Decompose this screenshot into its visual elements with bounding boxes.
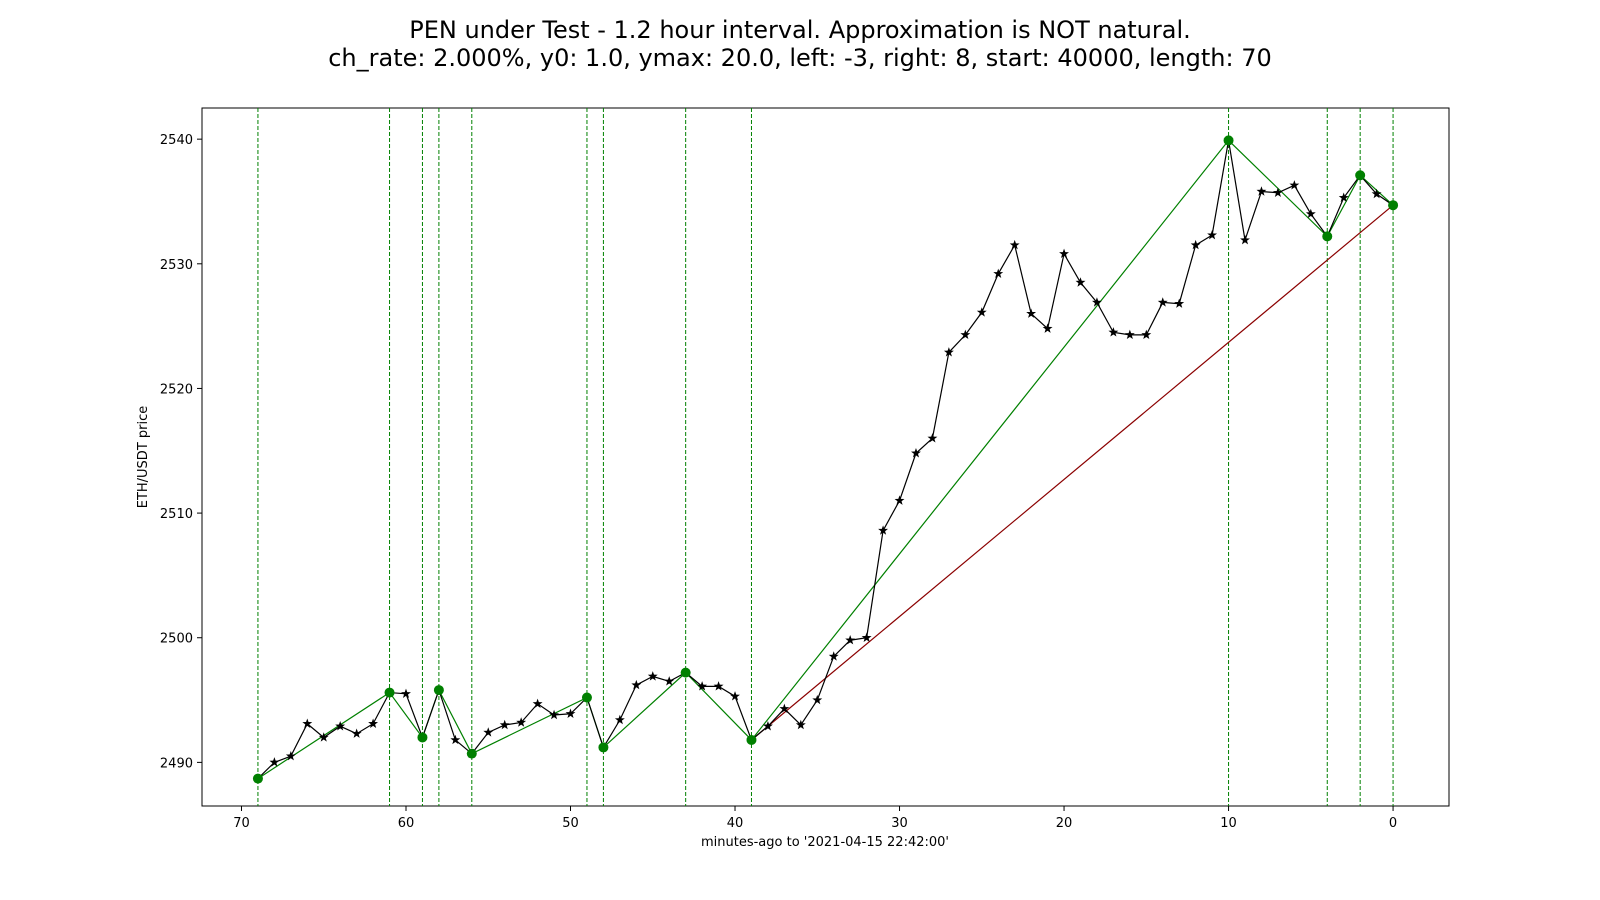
price-point xyxy=(1124,329,1135,340)
price-point xyxy=(1289,180,1300,190)
approximation-point xyxy=(598,742,609,753)
approximation-point xyxy=(384,687,395,698)
breakpoint-lines xyxy=(257,108,1394,806)
y-tick-label: 2510 xyxy=(160,507,193,522)
price-point xyxy=(1009,239,1020,250)
approximation-point xyxy=(581,692,592,703)
price-point xyxy=(1338,192,1349,202)
price-point xyxy=(483,727,494,737)
y-axis-label: ETH/USDT price xyxy=(136,406,151,509)
price-point xyxy=(993,268,1004,278)
approximation-point xyxy=(680,667,691,678)
plot-area xyxy=(201,107,1450,807)
price-point xyxy=(697,681,708,691)
price-point xyxy=(1108,327,1119,337)
price-point xyxy=(943,347,954,357)
approximation-point xyxy=(1223,135,1234,146)
price-point xyxy=(878,525,889,535)
price-point xyxy=(960,329,971,340)
price-point xyxy=(812,694,823,705)
price-point xyxy=(713,681,724,691)
approximation-point xyxy=(1355,170,1366,181)
price-point xyxy=(1141,329,1152,340)
price-point xyxy=(285,750,296,761)
y-axis: 2490 2500 2510 2520 2530 2540 xyxy=(160,133,202,771)
price-point xyxy=(1190,239,1201,250)
price-point xyxy=(401,688,411,699)
price-point xyxy=(1157,297,1168,307)
price-point xyxy=(1042,323,1053,333)
y-tick-label: 2490 xyxy=(160,756,193,771)
x-axis: 70 60 50 40 30 20 10 0 xyxy=(233,806,1397,831)
price-line xyxy=(257,140,1394,780)
price-point xyxy=(1059,248,1069,259)
x-tick-label: 60 xyxy=(398,816,415,831)
price-point xyxy=(911,448,921,458)
price-point xyxy=(1092,297,1102,307)
x-tick-label: 70 xyxy=(233,816,250,831)
price-point xyxy=(532,698,543,708)
x-tick-label: 0 xyxy=(1389,816,1397,831)
x-tick-label: 30 xyxy=(891,816,908,831)
price-point xyxy=(1075,277,1086,287)
price-point xyxy=(1240,234,1250,245)
y-tick-label: 2530 xyxy=(160,258,193,273)
price-point xyxy=(614,714,625,725)
price-point xyxy=(647,671,658,681)
approximation-point xyxy=(1322,231,1333,242)
x-tick-label: 40 xyxy=(727,816,744,831)
y-tick-label: 2520 xyxy=(160,382,193,397)
chart-subtitle: ch_rate: 2.000%, y0: 1.0, ymax: 20.0, le… xyxy=(328,44,1272,72)
price-point xyxy=(861,632,872,642)
price-point xyxy=(1207,229,1218,240)
approximation-point xyxy=(1388,200,1399,211)
x-tick-label: 50 xyxy=(562,816,579,831)
price-point xyxy=(565,708,576,718)
y-tick-label: 2540 xyxy=(160,133,193,148)
approximation-point xyxy=(746,734,757,745)
price-point xyxy=(1026,308,1037,318)
price-point xyxy=(1174,298,1185,308)
price-point xyxy=(762,721,773,731)
price-point xyxy=(664,676,675,686)
price-point xyxy=(335,721,346,731)
price-point xyxy=(1272,187,1283,197)
price-point xyxy=(549,709,559,720)
trend-line xyxy=(751,204,1394,741)
price-point xyxy=(631,679,642,690)
price-point xyxy=(730,691,740,701)
price-point xyxy=(302,718,313,728)
price-point xyxy=(1371,188,1382,199)
y-tick-label: 2500 xyxy=(160,632,193,647)
price-point xyxy=(795,719,806,730)
approximation-point xyxy=(252,773,263,784)
approximation-point xyxy=(433,685,444,696)
price-point xyxy=(516,717,527,727)
price-point xyxy=(269,757,280,767)
price-point xyxy=(828,651,839,661)
x-axis-label: minutes-ago to '2021-04-15 22:42:00' xyxy=(701,835,949,850)
x-tick-label: 10 xyxy=(1220,816,1237,831)
price-point xyxy=(894,495,905,505)
x-tick-label: 20 xyxy=(1056,816,1073,831)
price-point xyxy=(927,433,938,443)
price-point xyxy=(368,718,379,728)
price-point xyxy=(351,728,362,738)
price-point xyxy=(779,703,790,713)
price-point xyxy=(450,734,461,745)
approximation-point xyxy=(417,732,428,743)
price-point xyxy=(976,307,987,317)
price-point xyxy=(1256,186,1267,196)
price-point xyxy=(845,635,856,645)
series-markers xyxy=(252,135,1399,784)
chart-title: PEN under Test - 1.2 hour interval. Appr… xyxy=(409,16,1191,44)
approximation-point xyxy=(466,748,477,759)
price-point xyxy=(499,719,510,730)
price-point xyxy=(1305,208,1316,219)
price-point xyxy=(318,732,329,742)
